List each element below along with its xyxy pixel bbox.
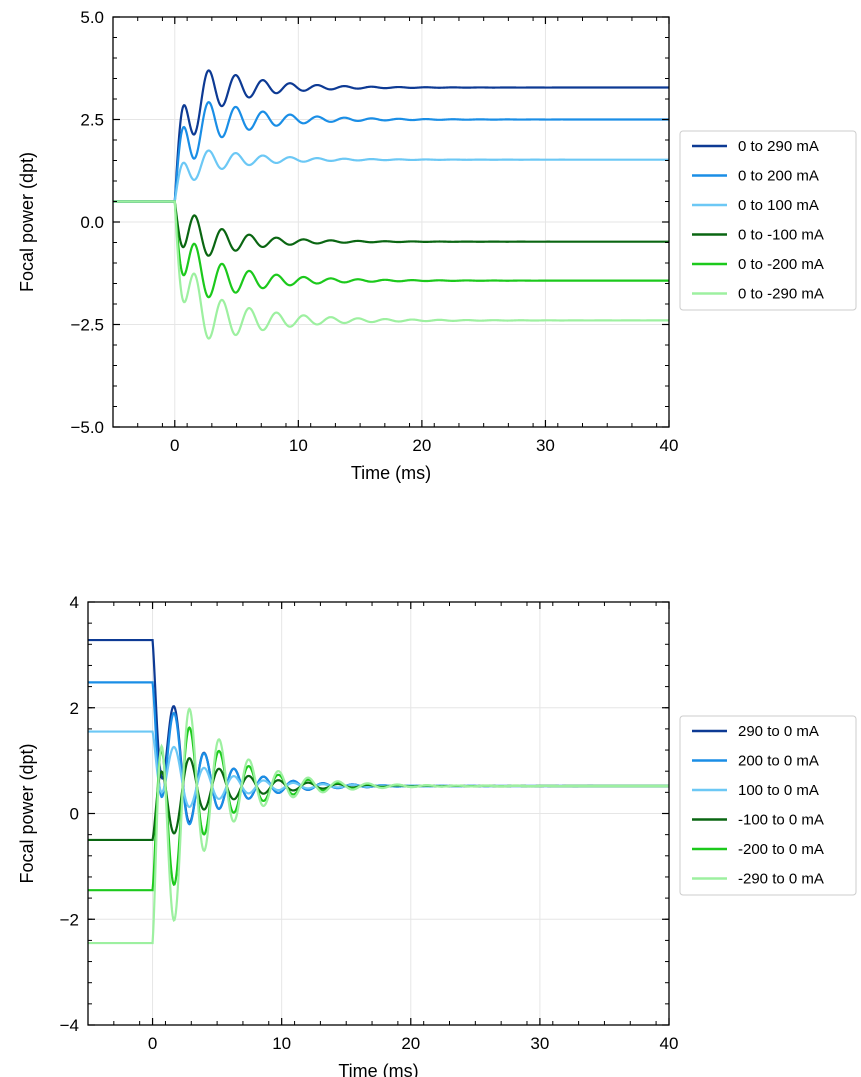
legend-label: 0 to -290 mA [738, 286, 824, 303]
x-axis-label: Time (ms) [351, 463, 431, 483]
legend-label: 290 to 0 mA [738, 723, 819, 740]
series-line-2 [113, 101, 669, 203]
legend: 290 to 0 mA 200 to 0 mA 100 to 0 mA -100 to… [679, 715, 857, 896]
y-tick-label: 0 [70, 805, 79, 824]
y-tick-label: −5.0 [70, 418, 104, 437]
series-line-4 [113, 200, 669, 257]
legend-label: -200 to 0 mA [738, 841, 824, 858]
legend-label: -290 to 0 mA [738, 871, 824, 888]
legend-label: 0 to -200 mA [738, 256, 824, 273]
series-line-3 [113, 149, 669, 203]
legend-label: 200 to 0 mA [738, 753, 819, 770]
series-line-5 [88, 726, 669, 892]
series-line-1 [113, 69, 669, 203]
x-tick-label: 30 [530, 1034, 549, 1053]
legend-label: 0 to 100 mA [738, 197, 819, 214]
y-tick-label: 4 [70, 593, 79, 612]
x-tick-label: 10 [272, 1034, 291, 1053]
legend-label: 0 to 290 mA [738, 138, 819, 155]
series-line-1 [88, 638, 669, 824]
top-chart-panel: 0 10 20 30 40 −5.0 −2.5 0.0 2.5 5.0 Time (ms) Focal… [17, 8, 857, 483]
y-tick-label: −4 [60, 1016, 79, 1035]
legend-label: 100 to 0 mA [738, 782, 819, 799]
y-tick-label: 2 [70, 699, 79, 718]
y-axis-label: Focal power (dpt) [17, 152, 37, 292]
y-tick-label: −2.5 [70, 316, 104, 335]
x-tick-label: 0 [148, 1034, 157, 1053]
legend-label: -100 to 0 mA [738, 812, 824, 829]
legend: 0 to 290 mA 0 to 200 mA 0 to 100 mA 0 to -1… [679, 130, 857, 311]
series-line-3 [88, 730, 669, 809]
series-line-5 [113, 200, 669, 299]
series-line-6 [113, 200, 669, 340]
x-tick-label: 20 [401, 1034, 420, 1053]
x-tick-label: 40 [660, 1034, 679, 1053]
y-axis-label: Focal power (dpt) [17, 743, 37, 883]
series-line-6 [88, 707, 669, 945]
legend-label: 0 to 200 mA [738, 168, 819, 185]
y-tick-label: 5.0 [80, 8, 104, 27]
legend-label: 0 to -100 mA [738, 227, 824, 244]
x-tick-label: 20 [412, 436, 431, 455]
legend-box [679, 130, 857, 311]
series-line-4 [88, 756, 669, 842]
series-group [88, 638, 669, 945]
series-group [113, 69, 669, 340]
x-tick-label: 40 [660, 436, 679, 455]
y-tick-label: 2.5 [80, 111, 104, 130]
x-axis-label: Time (ms) [338, 1061, 418, 1077]
bottom-chart-panel: 0 10 20 30 40 −4 −2 0 2 4 Time (ms) Focal power (dp… [17, 593, 857, 1077]
x-tick-label: 0 [170, 436, 179, 455]
x-tick-label: 30 [536, 436, 555, 455]
y-tick-label: −2 [60, 910, 79, 929]
series-line-2 [88, 681, 669, 826]
y-tick-label: 0.0 [80, 213, 104, 232]
legend-box [679, 715, 857, 896]
x-tick-label: 10 [289, 436, 308, 455]
